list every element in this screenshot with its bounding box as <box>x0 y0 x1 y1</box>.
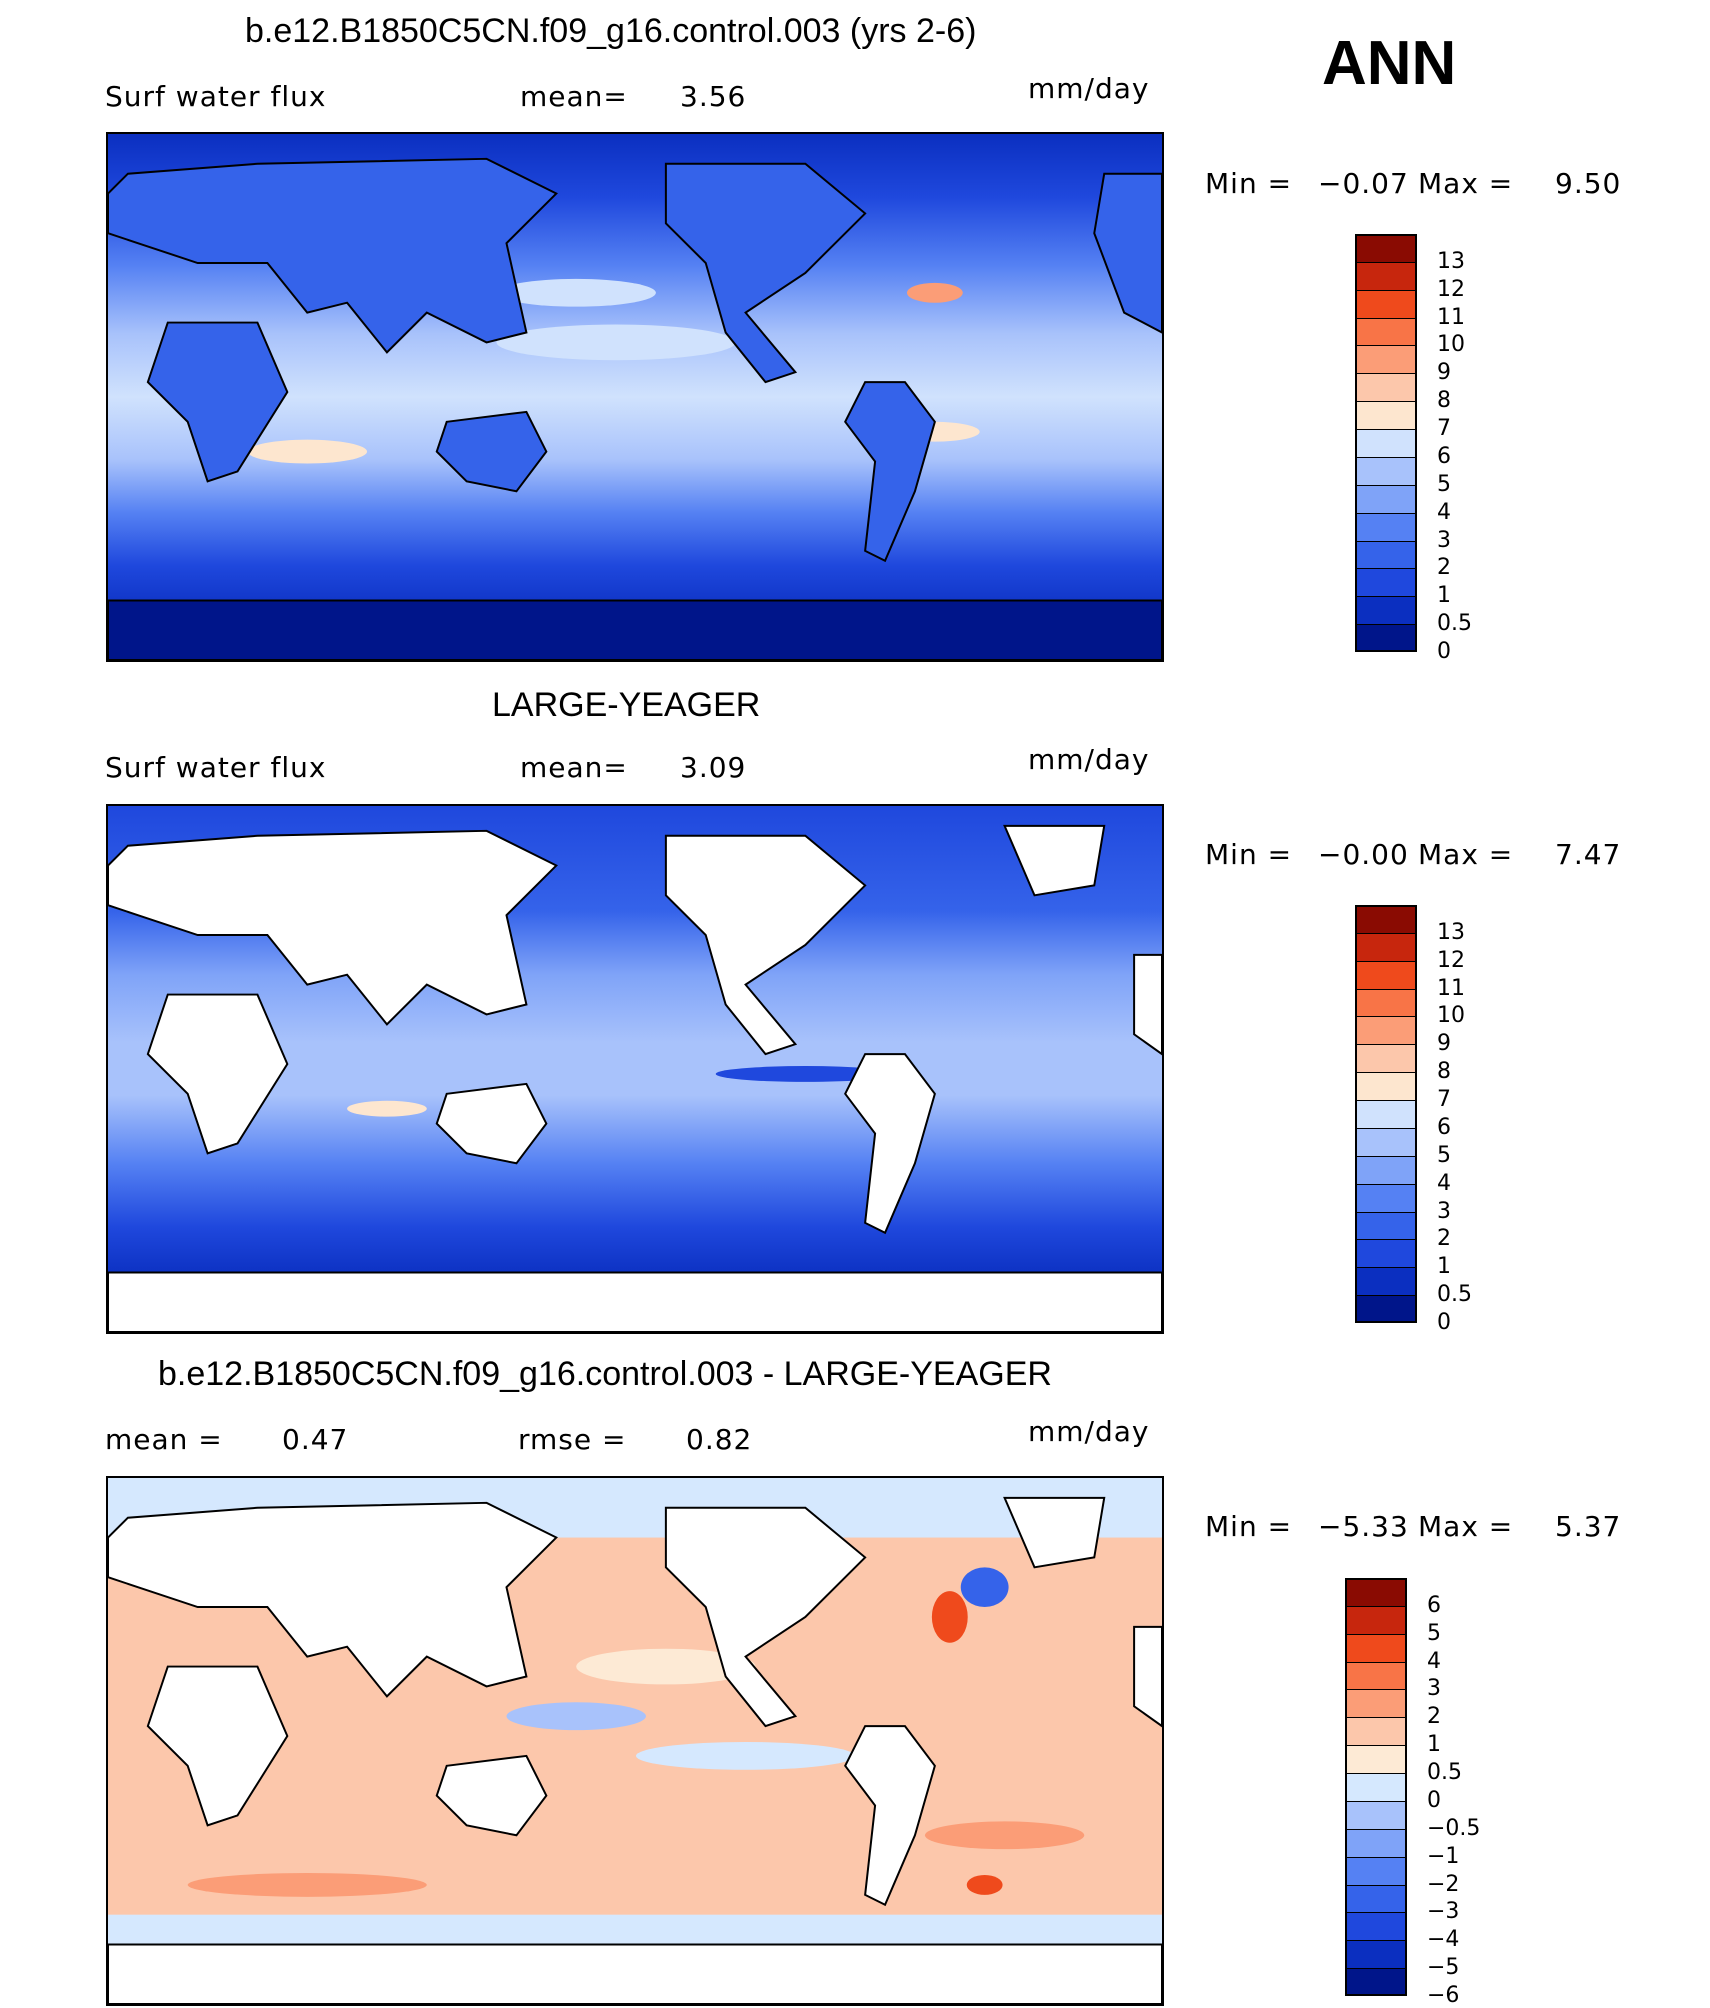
panel-1-variable-label: Surf water flux <box>105 80 327 113</box>
colorbar-swatch <box>1355 568 1417 597</box>
panel-1-min-value: −0.07 <box>1318 167 1409 200</box>
colorbar-tick-label: 9 <box>1437 1031 1451 1057</box>
colorbar-tick-label: 1 <box>1437 1254 1451 1280</box>
panel-2-mean-value: 3.09 <box>680 751 747 784</box>
colorbar-tick-label: 0.5 <box>1437 1282 1472 1308</box>
colorbar-frame <box>1355 905 1417 1323</box>
colorbar-tick-label: 1 <box>1427 1732 1441 1758</box>
season-label: ANN <box>1322 29 1457 98</box>
colorbar-tick-label: 12 <box>1437 947 1465 973</box>
panel-3-max-label: Max = <box>1418 1510 1514 1543</box>
panel-3-rmse-label: rmse = <box>518 1423 627 1456</box>
colorbar-tick-label: 5 <box>1437 471 1451 497</box>
panel-2-max-value: 7.47 <box>1555 838 1622 871</box>
colorbar-swatch <box>1345 1828 1407 1857</box>
colorbar-tick-label: 4 <box>1427 1648 1441 1674</box>
colorbar-swatch <box>1355 540 1417 569</box>
panel-2-min-value: −0.00 <box>1318 838 1409 871</box>
colorbar-tick-label: 13 <box>1437 919 1465 945</box>
panel-3-continents <box>108 1496 1162 2004</box>
panel-3-map <box>106 1476 1164 2006</box>
colorbar-tick-label: 0 <box>1437 639 1451 664</box>
colorbar-tick-label: 5 <box>1437 1142 1451 1168</box>
colorbar-tick-label: −1 <box>1427 1843 1460 1869</box>
panel-3-map-svg <box>108 1478 1162 2004</box>
colorbar-tick-label: −5 <box>1427 1955 1460 1981</box>
panel-1-colorbar: 13 12 11 10 9 8 7 6 5 4 3 2 1 0.5 0 <box>1355 234 1472 664</box>
colorbar-tick-label: 10 <box>1437 1003 1465 1029</box>
colorbar-tick-label: 11 <box>1437 975 1465 1001</box>
panel-1-continents <box>108 157 1162 660</box>
colorbar-swatch <box>1355 345 1417 374</box>
colorbar-tick-label: 13 <box>1437 248 1465 274</box>
panel-1-min-label: Min = <box>1205 167 1293 200</box>
colorbar-tick-label: 4 <box>1437 1170 1451 1196</box>
colorbar-frame <box>1355 234 1417 652</box>
panel-1-units: mm/day <box>1028 72 1150 105</box>
colorbar-tick-label: 3 <box>1427 1676 1441 1702</box>
colorbar-tick-label: 10 <box>1437 332 1465 358</box>
colorbar-tick-label: 7 <box>1437 416 1451 442</box>
colorbar-swatch <box>1345 1661 1407 1690</box>
colorbar-tick-label: −0.5 <box>1427 1815 1481 1841</box>
colorbar-tick-label: −3 <box>1427 1899 1460 1925</box>
colorbar-tick-label: 5 <box>1427 1620 1441 1646</box>
colorbar-tick-label: 1 <box>1437 583 1451 609</box>
colorbar-tick-label: 0 <box>1427 1787 1441 1813</box>
colorbar-tick-label: 6 <box>1427 1592 1441 1618</box>
panel-3-max-value: 5.37 <box>1555 1510 1622 1543</box>
colorbar-tick-label: 0.5 <box>1437 611 1472 637</box>
panel-2-variable-label: Surf water flux <box>105 751 327 784</box>
panel-1-title: b.e12.B1850C5CN.f09_g16.control.003 (yrs… <box>245 12 977 50</box>
colorbar-tick-label: 4 <box>1437 499 1451 525</box>
panel-3-mean-value: 0.47 <box>282 1423 349 1456</box>
panel-2-mean-label: mean= <box>520 751 628 784</box>
panel-3-mean-label: mean = <box>105 1423 223 1456</box>
panel-1-max-value: 9.50 <box>1555 167 1622 200</box>
colorbar-tick-label: 2 <box>1427 1704 1441 1730</box>
panel-1-mean-value: 3.56 <box>680 80 747 113</box>
colorbar-tick-label: −6 <box>1427 1983 1460 2008</box>
colorbar-tick-label: −4 <box>1427 1927 1460 1953</box>
colorbar-swatch <box>1355 960 1417 989</box>
colorbar-tick-label: 2 <box>1437 1226 1451 1252</box>
colorbar-tick-label: 11 <box>1437 304 1465 330</box>
panel-3-colorbar: 6 5 4 3 2 1 0.5 0 −0.5 −1 −2 −3 −4 −5 −6 <box>1345 1578 1480 2008</box>
colorbar-tick-label: 8 <box>1437 388 1451 414</box>
panel-3-min-label: Min = <box>1205 1510 1293 1543</box>
panel-3-min-value: −5.33 <box>1318 1510 1409 1543</box>
panel-1-max-label: Max = <box>1418 167 1514 200</box>
panel-3-title: b.e12.B1850C5CN.f09_g16.control.003 - LA… <box>158 1355 1052 1393</box>
colorbar-tick-label: 9 <box>1437 360 1451 386</box>
colorbar-tick-label: 0.5 <box>1427 1760 1462 1786</box>
panel-2-units: mm/day <box>1028 743 1150 776</box>
panel-2-title: LARGE-YEAGER <box>492 686 761 724</box>
colorbar-tick-label: 8 <box>1437 1059 1451 1085</box>
panel-1-map-svg <box>108 134 1162 660</box>
colorbar-tick-label: −2 <box>1427 1871 1460 1897</box>
panel-2-continents <box>108 824 1162 1332</box>
colorbar-tick-label: 3 <box>1437 1198 1451 1224</box>
panel-2-map-svg <box>108 806 1162 1332</box>
colorbar-tick-label: 3 <box>1437 527 1451 553</box>
panel-2-max-label: Max = <box>1418 838 1514 871</box>
colorbar-swatch <box>1345 1745 1407 1774</box>
panel-2-min-label: Min = <box>1205 838 1293 871</box>
colorbar-frame <box>1345 1578 1407 1996</box>
colorbar-swatch <box>1355 484 1417 513</box>
panel-1-map <box>106 132 1164 662</box>
colorbar-tick-label: 6 <box>1437 1114 1451 1140</box>
colorbar-tick-label: 2 <box>1437 555 1451 581</box>
colorbar-tick-label: 12 <box>1437 276 1465 302</box>
panel-2-colorbar: 13 12 11 10 9 8 7 6 5 4 3 2 1 0.5 0 <box>1355 905 1472 1335</box>
colorbar-tick-label: 7 <box>1437 1087 1451 1113</box>
colorbar-tick-label: 0 <box>1437 1310 1451 1335</box>
panel-1-mean-label: mean= <box>520 80 628 113</box>
colorbar-tick-label: 6 <box>1437 443 1451 469</box>
panel-3-units: mm/day <box>1028 1415 1150 1448</box>
panel-3-rmse-value: 0.82 <box>686 1423 753 1456</box>
colorbar-swatch <box>1355 988 1417 1017</box>
panel-2-map <box>106 804 1164 1334</box>
